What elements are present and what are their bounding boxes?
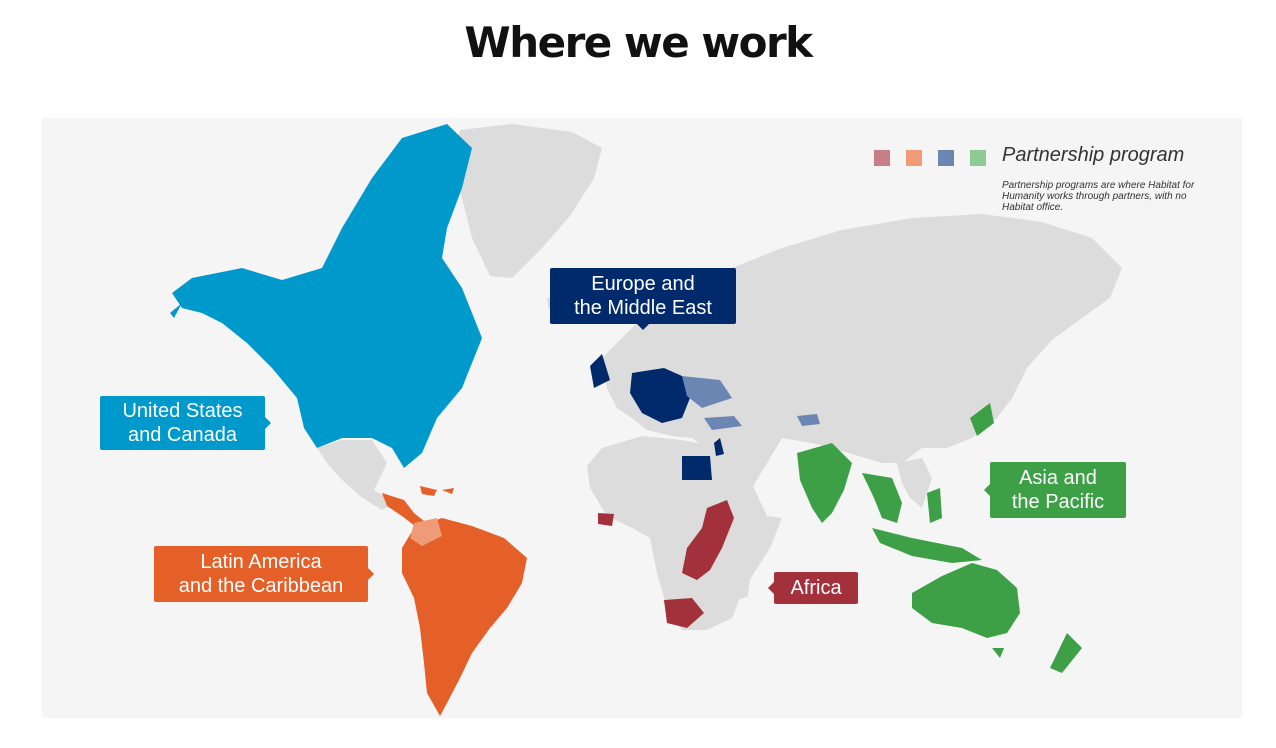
india — [797, 443, 852, 523]
legend-title: Partnership program — [1002, 144, 1185, 166]
egypt — [682, 456, 712, 480]
pointer-icon — [265, 417, 271, 429]
pointer-icon — [368, 568, 374, 580]
southeast-asia — [862, 473, 902, 523]
pointer-icon — [984, 484, 990, 496]
region-label-line: Latin America — [200, 551, 322, 573]
south-america — [402, 518, 527, 716]
south-america-partnership — [410, 518, 442, 546]
greenland — [452, 124, 602, 278]
europe-east — [682, 376, 732, 408]
uk — [590, 354, 610, 388]
partnership-swatch-latin-america — [906, 150, 922, 166]
pointer-icon — [768, 582, 774, 594]
page-title: Where we work — [464, 18, 813, 67]
central-asia-partnership — [797, 414, 820, 426]
japan — [970, 403, 994, 436]
partnership-swatch-asia — [970, 150, 986, 166]
south-africa — [664, 598, 704, 628]
tasmania — [992, 648, 1004, 658]
region-label-line: Asia and — [1019, 467, 1097, 489]
mexico — [317, 440, 394, 510]
philippines — [927, 488, 942, 523]
korea — [947, 418, 960, 440]
east-africa — [682, 500, 734, 580]
north-america — [172, 124, 482, 468]
new-zealand — [1050, 633, 1082, 673]
region-label-europe-middle-east[interactable]: Europe and the Middle East — [550, 268, 736, 330]
region-label-asia-pacific[interactable]: Asia and the Pacific — [984, 462, 1126, 518]
region-label-line: United States — [122, 400, 243, 422]
madagascar — [738, 560, 752, 600]
region-label-line: and the Caribbean — [178, 575, 344, 597]
partnership-swatch-europe — [938, 150, 954, 166]
partnership-swatch-africa — [874, 150, 890, 166]
turkey — [704, 416, 742, 430]
indochina — [897, 458, 932, 508]
region-label-us-canada[interactable]: United States and Canada — [100, 396, 271, 450]
central-america — [382, 493, 430, 530]
caribbean — [420, 486, 437, 496]
lebanon-jordan — [714, 438, 724, 456]
region-label-line: the Pacific — [1011, 491, 1105, 513]
west-africa — [598, 513, 614, 526]
region-label-line: Africa — [790, 577, 842, 599]
region-label-line: and Canada — [128, 424, 237, 446]
region-label-line: Europe and — [591, 273, 695, 295]
pointer-icon — [637, 324, 649, 330]
australia — [912, 563, 1020, 638]
europe-core — [630, 368, 692, 423]
region-label-line: the Middle East — [574, 297, 712, 319]
caribbean-2 — [442, 488, 454, 494]
alaska-island — [170, 303, 182, 318]
region-label-africa[interactable]: Africa — [768, 572, 858, 604]
africa-land — [587, 436, 782, 630]
legend-description: Partnership programs are where Habitat f… — [1002, 180, 1195, 213]
world-map: Partnership program Partnership programs… — [42, 118, 1242, 718]
indonesia — [872, 528, 982, 563]
region-label-latin-america[interactable]: Latin America and the Caribbean — [154, 546, 374, 602]
